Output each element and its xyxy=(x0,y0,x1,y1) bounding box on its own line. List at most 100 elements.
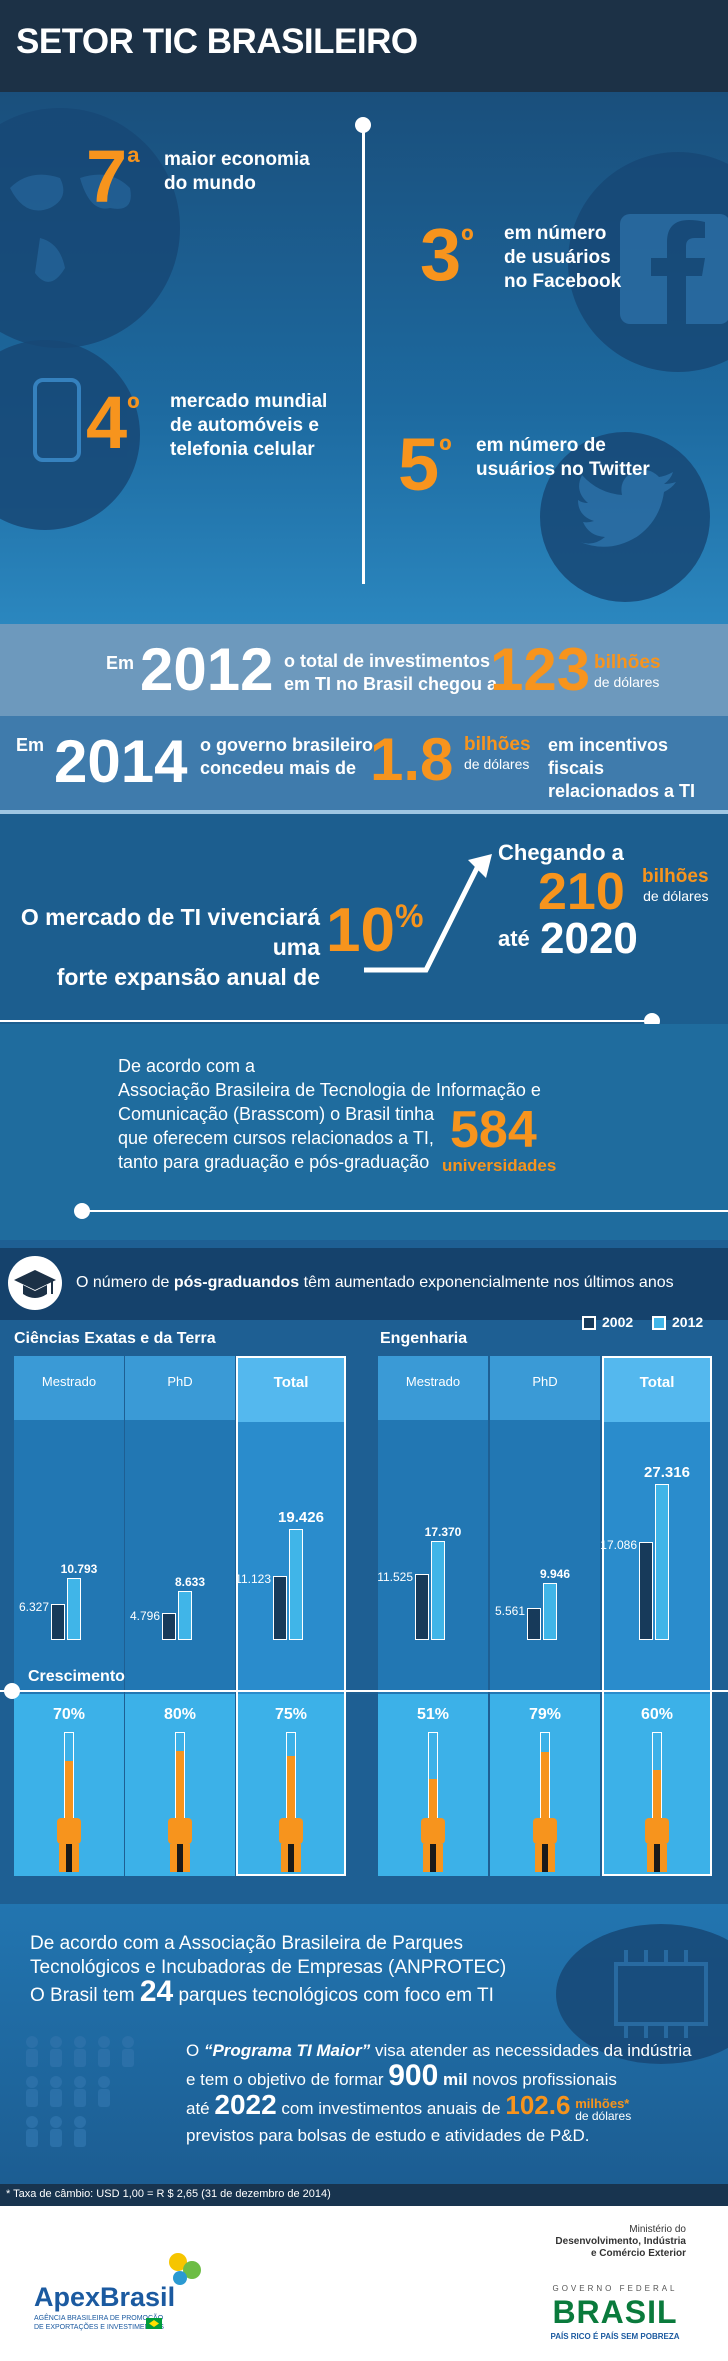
inv-2012-text: o total de investimentos em TI no Brasil … xyxy=(284,651,498,694)
growth-text: O mercado de TI vivenciará uma forte expa… xyxy=(20,904,320,990)
footnote-bar xyxy=(0,2184,728,2206)
value-123: 123 xyxy=(490,636,591,703)
gauge-stem-side xyxy=(183,1844,190,1872)
brazil-flag-icon xyxy=(146,2318,162,2329)
bar-2012 xyxy=(178,1590,192,1640)
year-2020: 2020 xyxy=(540,914,638,963)
pos-graduandos-header xyxy=(0,1248,728,1320)
year-2012: 2012 xyxy=(140,636,274,703)
brasil-logo: BRASIL xyxy=(552,2294,678,2330)
rank-7-text: maior economia do mundo xyxy=(164,149,310,194)
growth-gauge-fill xyxy=(541,1752,549,1828)
gauge-bulb xyxy=(279,1818,303,1844)
value-1-8: 1.8 xyxy=(370,726,454,793)
value-2012: 9.946 xyxy=(539,1567,571,1582)
value-2012: 8.633 xyxy=(174,1574,206,1589)
rank-5: 5º xyxy=(398,423,452,506)
bar-2002 xyxy=(639,1542,653,1640)
gauge-stem-side xyxy=(647,1844,654,1872)
programa-text: O “Programa TI Maior” visa atender as ne… xyxy=(186,2041,692,2145)
world-map-icon xyxy=(10,174,131,282)
graduation-cap-icon xyxy=(14,1270,56,1298)
gauge-stem xyxy=(542,1844,548,1872)
bar-2002 xyxy=(415,1574,429,1640)
gauge-stem xyxy=(66,1844,72,1872)
value-584: 584 xyxy=(450,1101,537,1159)
phone-circle xyxy=(0,340,140,530)
legend-2002-label: 2002 xyxy=(602,1314,634,1330)
people-icon xyxy=(26,2036,134,2147)
chip-circle xyxy=(556,1924,728,2064)
inv-2014-tail: em incentivos fiscais relacionados a TI xyxy=(548,735,696,801)
unit-bilhoes-2014: bilhões de dólares xyxy=(464,734,531,772)
value-2002: 4.796 xyxy=(129,1608,160,1623)
timeline-line xyxy=(362,124,365,584)
value-2002: 11.525 xyxy=(377,1570,413,1585)
rank-4-text: mercado mundial de automóveis e telefonia … xyxy=(170,391,328,460)
gauge-stem xyxy=(288,1844,294,1872)
column-header xyxy=(604,1358,710,1422)
growth-arrow-icon xyxy=(364,854,492,973)
label-em-2012: Em xyxy=(106,653,135,673)
unit-bilhoes-2012: bilhões de dólares xyxy=(594,652,661,690)
crescimento-label: Crescimento xyxy=(28,1668,125,1685)
value-2002: 6.327 xyxy=(18,1599,49,1614)
column-header xyxy=(490,1356,600,1420)
gauge-stem-side xyxy=(660,1844,667,1872)
growth-gauge-fill xyxy=(176,1751,184,1828)
chip-icon xyxy=(614,1950,708,2038)
bar-2012 xyxy=(655,1483,669,1640)
column-label: Mestrado xyxy=(405,1374,461,1389)
growth-percent: 70% xyxy=(52,1706,86,1723)
investment-2014-band xyxy=(0,716,728,810)
rank-3-text: em número de usuários no Facebook xyxy=(504,223,622,292)
value-2012: 17.370 xyxy=(424,1524,462,1539)
divider-line-2 xyxy=(84,1210,728,1212)
column-label: Total xyxy=(639,1374,675,1391)
brasscom-text: De acordo com a Associação Brasileira de … xyxy=(118,1056,541,1172)
gauge-stem-side xyxy=(535,1844,542,1872)
gauge-bulb xyxy=(168,1818,192,1844)
anprotec-section xyxy=(0,1904,728,2184)
column-header xyxy=(238,1358,344,1422)
governo-federal: GOVERNO FEDERAL xyxy=(552,2284,678,2293)
growth-gauge-fill xyxy=(65,1760,73,1828)
bar-2012 xyxy=(431,1540,445,1640)
page-title: SETOR TIC BRASILEIRO xyxy=(16,22,418,61)
growth-percent: 60% xyxy=(640,1706,674,1723)
value-2002: 17.086 xyxy=(600,1538,637,1553)
facebook-icon xyxy=(620,214,728,324)
year-2014: 2014 xyxy=(54,728,188,795)
apex-logo-icon xyxy=(169,2253,201,2285)
apex-subtitle: AGÊNCIA BRASILEIRA DE PROMOÇÃO DE EXPORTA… xyxy=(34,2315,164,2331)
unit-bilhoes-2020: bilhões de dólares xyxy=(642,866,709,904)
legend-2012-swatch xyxy=(652,1316,666,1330)
brasscom-band xyxy=(0,1024,728,1240)
world-map-circle xyxy=(0,108,180,348)
gauge-bulb xyxy=(421,1818,445,1844)
timeline-dot xyxy=(355,117,371,133)
footer xyxy=(0,2206,728,2361)
legend-2002-swatch xyxy=(582,1316,596,1330)
bar-2012 xyxy=(289,1528,303,1640)
pos-graduandos-text: O número de pós-graduandos têm aumentado… xyxy=(76,1274,674,1291)
gauge-bulb xyxy=(533,1818,557,1844)
gauge-stem-side xyxy=(281,1844,288,1872)
facebook-circle xyxy=(568,152,728,372)
value-2012: 19.426 xyxy=(278,1508,324,1526)
graduation-cap-circle xyxy=(8,1256,62,1310)
gauge-bulb xyxy=(57,1818,81,1844)
column-header xyxy=(378,1356,488,1420)
bar-2012 xyxy=(67,1578,81,1640)
footnote: * Taxa de câmbio: USD 1,00 = R $ 2,65 (3… xyxy=(6,2188,331,2200)
unit-universidades: universidades xyxy=(442,1156,557,1175)
bar-2002 xyxy=(51,1603,65,1640)
rank-7: 7ª xyxy=(86,135,140,218)
growth-percent: 51% xyxy=(416,1706,450,1723)
chegando-label: Chegando a xyxy=(498,840,624,865)
growth-pct: 10% xyxy=(326,896,424,965)
rank-4: 4º xyxy=(86,381,140,464)
gauge-stem xyxy=(430,1844,436,1872)
value-2012: 10.793 xyxy=(60,1562,98,1577)
